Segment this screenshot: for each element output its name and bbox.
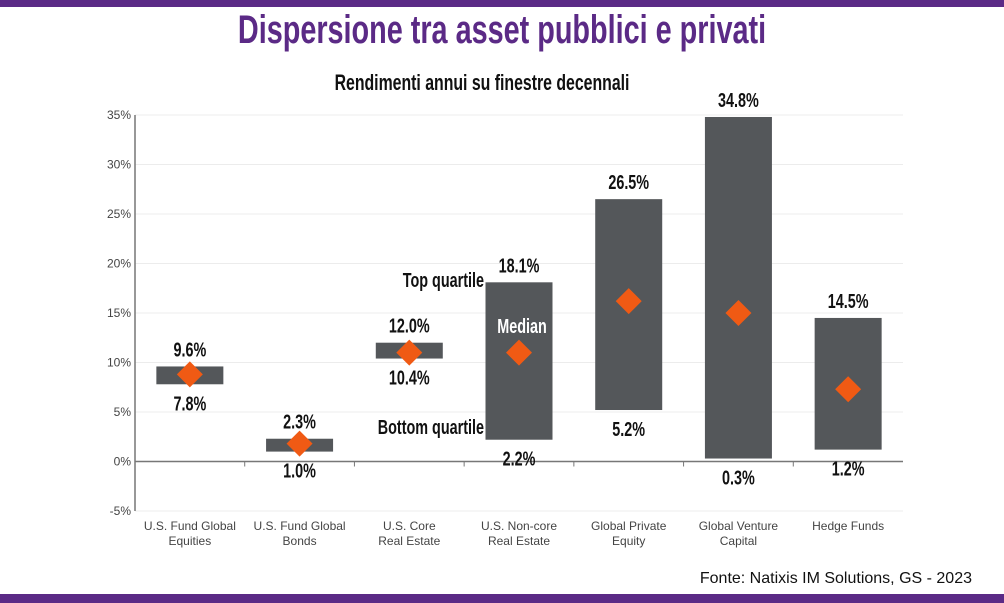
y-tick-label: 20% (107, 257, 131, 271)
median-marker (725, 300, 752, 326)
bottom-quartile-label: 1.2% (832, 457, 865, 480)
bottom-quartile-label: 1.0% (283, 459, 316, 482)
category-label: Global Private (591, 519, 667, 533)
bottom-quartile-label: 2.2% (503, 447, 536, 470)
bottom-quartile-label: 0.3% (722, 466, 755, 489)
median-marker (286, 430, 313, 457)
y-tick-label: 35% (107, 108, 131, 122)
chart-title: Dispersione tra asset pubblici e privati (237, 8, 767, 52)
category-label: Capital (720, 534, 757, 548)
annotation-bottom-quartile: Bottom quartile (378, 416, 485, 439)
range-bar (704, 116, 772, 459)
category-label: U.S. Non-core (481, 519, 557, 533)
top-quartile-label: 26.5% (608, 171, 649, 194)
category-label: U.S. Fund Global (254, 519, 346, 533)
top-quartile-label: 2.3% (283, 410, 316, 433)
y-tick-label: 10% (107, 356, 131, 370)
category-label: Real Estate (378, 534, 440, 548)
category-label: Hedge Funds (812, 519, 884, 533)
annotation-median: Median (497, 315, 547, 338)
top-quartile-label: 9.6% (173, 338, 206, 361)
median-marker (506, 339, 532, 366)
top-brand-stripe (0, 0, 1004, 7)
y-tick-label: 15% (107, 306, 131, 320)
top-quartile-label: 34.8% (718, 89, 759, 112)
chart-subtitle: Rendimenti annui su finestre decennali (334, 70, 630, 95)
category-label: Real Estate (488, 534, 550, 548)
y-tick-label: 5% (114, 405, 132, 419)
top-quartile-label: 14.5% (828, 290, 869, 313)
y-tick-label: 30% (107, 158, 131, 172)
median-marker (396, 339, 423, 366)
source-note: Fonte: Natixis IM Solutions, GS - 2023 (699, 570, 972, 587)
category-label: Equity (612, 534, 645, 548)
median-marker (835, 376, 862, 403)
median-marker (615, 288, 642, 315)
y-tick-label: 0% (114, 455, 132, 469)
category-label: Equities (169, 534, 212, 548)
category-label: Bonds (283, 534, 317, 548)
bottom-quartile-label: 10.4% (389, 366, 430, 389)
category-label: Global Venture (699, 519, 779, 533)
top-quartile-label: 12.0% (389, 314, 430, 337)
bottom-quartile-label: 7.8% (173, 392, 206, 415)
top-quartile-label: 18.1% (499, 254, 540, 277)
y-tick-label: -5% (110, 504, 132, 518)
bottom-quartile-label: 5.2% (612, 418, 645, 441)
annotation-top-quartile: Top quartile (403, 269, 484, 292)
median-marker (176, 361, 203, 388)
bottom-brand-stripe (0, 594, 1004, 603)
y-tick-label: 25% (107, 207, 131, 221)
category-label: U.S. Core (383, 519, 436, 533)
category-label: U.S. Fund Global (144, 519, 236, 533)
